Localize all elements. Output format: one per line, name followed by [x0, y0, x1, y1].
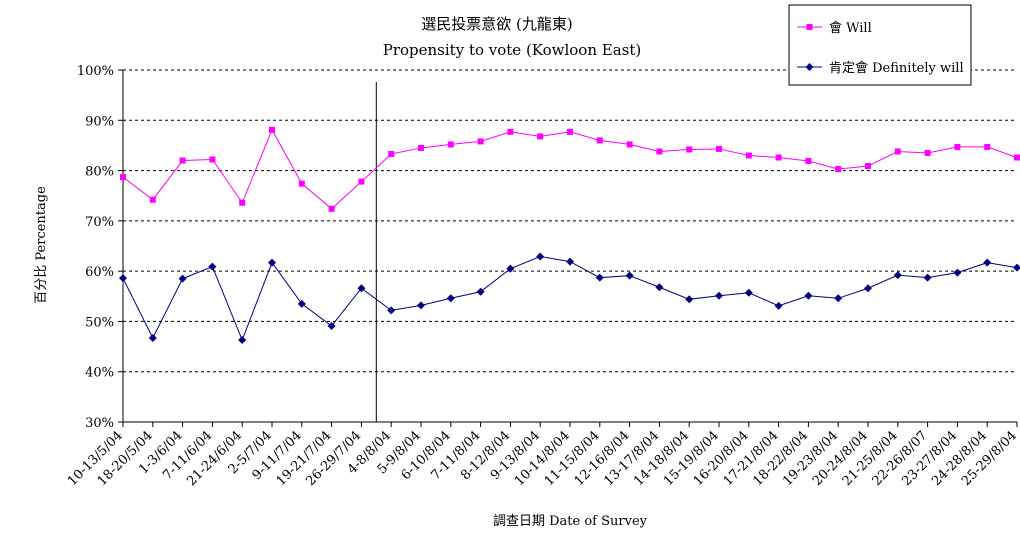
data-series: [119, 126, 1020, 345]
data-point: [269, 126, 275, 133]
data-point: [595, 273, 604, 282]
x-axis-label: 調查日期 Date of Survey: [493, 514, 648, 529]
y-axis-ticks: 30% 40% 50% 60% 70% 80% 90% 100%: [77, 64, 123, 431]
data-point: [625, 271, 634, 280]
y-tick-label: 100%: [77, 64, 114, 79]
data-point: [805, 158, 812, 165]
axes: [122, 70, 1017, 423]
data-point: [894, 148, 901, 155]
legend-label: 會 Will: [829, 21, 872, 36]
y-tick-label: 90%: [85, 114, 114, 129]
data-point: [1013, 263, 1020, 272]
data-point: [506, 264, 515, 273]
data-point: [924, 149, 931, 156]
data-point: [357, 284, 366, 293]
data-point: [655, 283, 664, 292]
data-point: [120, 174, 126, 181]
data-point: [685, 295, 694, 304]
data-point: [865, 163, 871, 170]
data-point: [476, 287, 485, 296]
data-point: [716, 145, 722, 152]
y-tick-label: 60%: [85, 265, 114, 280]
y-tick-label: 50%: [85, 315, 114, 330]
data-point: [239, 199, 246, 206]
data-point: [806, 24, 813, 30]
legend: 會 Will 肯定會 Definitely will: [788, 4, 972, 86]
data-point: [983, 258, 992, 267]
data-point: [209, 156, 216, 163]
data-point: [984, 143, 991, 150]
data-point: [953, 268, 962, 277]
data-point: [656, 148, 663, 155]
data-point: [328, 205, 335, 212]
data-point: [417, 301, 425, 310]
data-point: [745, 152, 752, 159]
y-tick-label: 70%: [85, 215, 114, 230]
data-point: [446, 294, 455, 303]
data-point: [297, 299, 306, 308]
x-axis-ticks: 10-13/5/0418-20/5/041-3/6/047-11/6/0421-…: [65, 422, 1020, 489]
data-point: [119, 274, 127, 283]
data-point: [686, 146, 693, 153]
y-tick-label: 80%: [85, 165, 114, 180]
chart-subtitle: Propensity to vote (Kowloon East): [383, 41, 642, 59]
data-point: [536, 252, 545, 261]
data-point: [238, 336, 247, 345]
data-point: [834, 294, 843, 303]
data-point: [744, 288, 753, 297]
data-point: [418, 144, 424, 151]
data-point: [864, 284, 872, 293]
data-point: [358, 178, 365, 185]
data-point: [298, 180, 305, 187]
data-point: [148, 334, 157, 343]
data-point: [566, 257, 574, 266]
data-point: [179, 157, 186, 164]
data-point: [387, 306, 396, 315]
data-point: [775, 154, 782, 161]
data-point: [208, 262, 217, 271]
data-point: [774, 301, 783, 310]
data-point: [327, 321, 336, 330]
data-point: [178, 274, 187, 283]
data-point: [596, 137, 603, 144]
data-point: [715, 291, 723, 300]
data-point: [805, 63, 814, 71]
gridlines: [123, 69, 1017, 373]
data-point: [804, 291, 813, 300]
data-point: [567, 128, 573, 135]
data-point: [388, 150, 395, 157]
data-point: [893, 271, 902, 280]
data-point: [149, 196, 156, 203]
series-line: [122, 256, 1018, 342]
data-point: [268, 258, 276, 267]
series-line: [122, 128, 1018, 210]
y-axis-label: 百分比 Percentage: [34, 186, 49, 304]
series-will: [120, 126, 1020, 212]
data-point: [835, 166, 842, 173]
data-point: [447, 141, 454, 148]
series-definitely-will: [119, 252, 1020, 345]
data-point: [477, 138, 484, 145]
data-point: [507, 128, 514, 135]
legend-label: 肯定會 Definitely will: [829, 61, 964, 76]
data-point: [1014, 154, 1020, 161]
legend-box: [788, 4, 972, 86]
y-tick-label: 40%: [85, 366, 114, 381]
data-point: [923, 273, 932, 282]
y-tick-label: 30%: [85, 416, 114, 431]
data-point: [954, 143, 961, 150]
data-point: [537, 133, 544, 140]
chart-title: 選民投票意欲 (九龍東): [421, 15, 572, 33]
data-point: [626, 141, 633, 148]
